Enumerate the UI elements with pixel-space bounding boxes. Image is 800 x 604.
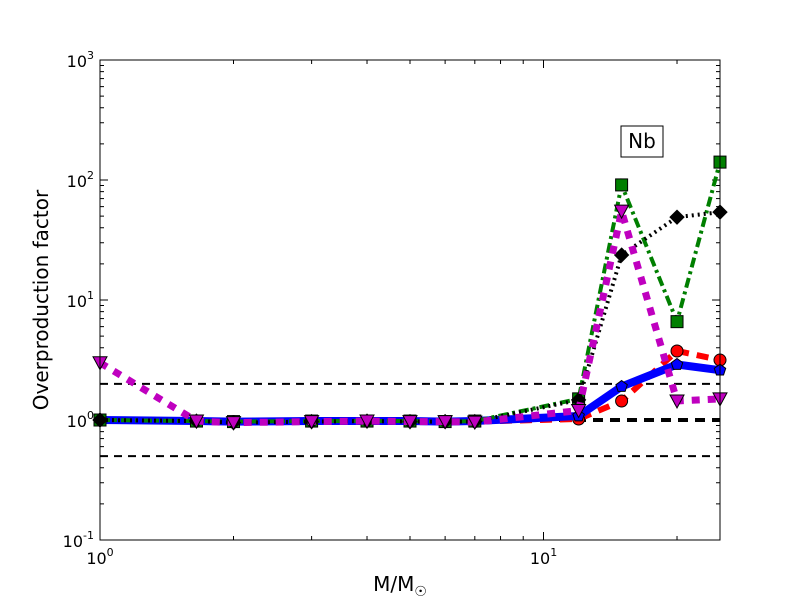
data-point-magenta <box>437 415 453 430</box>
data-point-black <box>613 247 630 263</box>
series-line-black <box>99 210 721 425</box>
annotation-label: Nb <box>628 129 656 153</box>
data-point-magenta <box>613 204 630 220</box>
data-point-magenta <box>669 394 685 410</box>
data-point-green <box>670 315 684 329</box>
y-tick-exp: 2 <box>87 169 94 182</box>
data-point-magenta <box>303 415 320 430</box>
y-tick-label: 101 <box>67 289 94 311</box>
annotation-box: Nb <box>620 125 664 158</box>
data-point-magenta <box>188 414 205 430</box>
data-point-blue <box>615 379 628 392</box>
x-tick-exp: 0 <box>107 546 114 559</box>
data-point-magenta <box>402 415 418 430</box>
y-tick-label: 100 <box>67 409 94 431</box>
x-axis-label: M/M☉ <box>373 572 427 600</box>
data-point-magenta <box>570 403 587 419</box>
y-tick-label: 10-1 <box>63 529 94 551</box>
data-point-magenta <box>359 414 375 430</box>
series-line-blue <box>99 360 721 426</box>
y-tick-exp: -1 <box>83 529 94 542</box>
y-tick-label: 103 <box>67 49 94 71</box>
data-point-red <box>670 344 684 358</box>
data-point-blue <box>670 357 684 370</box>
data-point-green <box>615 178 629 192</box>
y-tick-exp: 0 <box>87 409 94 422</box>
y-tick-exp: 3 <box>87 49 94 62</box>
data-point-magenta <box>225 416 242 431</box>
data-point-red <box>615 394 629 408</box>
y-tick-label: 102 <box>67 169 94 191</box>
x-tick-label: 101 <box>530 546 557 568</box>
data-point-black <box>669 209 685 225</box>
series-line-magenta <box>98 210 721 427</box>
x-tick-label: 100 <box>86 546 113 568</box>
x-tick-exp: 1 <box>550 546 557 559</box>
data-point-magenta <box>466 415 483 431</box>
plot-frame <box>99 59 721 541</box>
y-axis-label: Overproduction factor <box>29 189 53 410</box>
y-tick-exp: 1 <box>87 289 94 302</box>
